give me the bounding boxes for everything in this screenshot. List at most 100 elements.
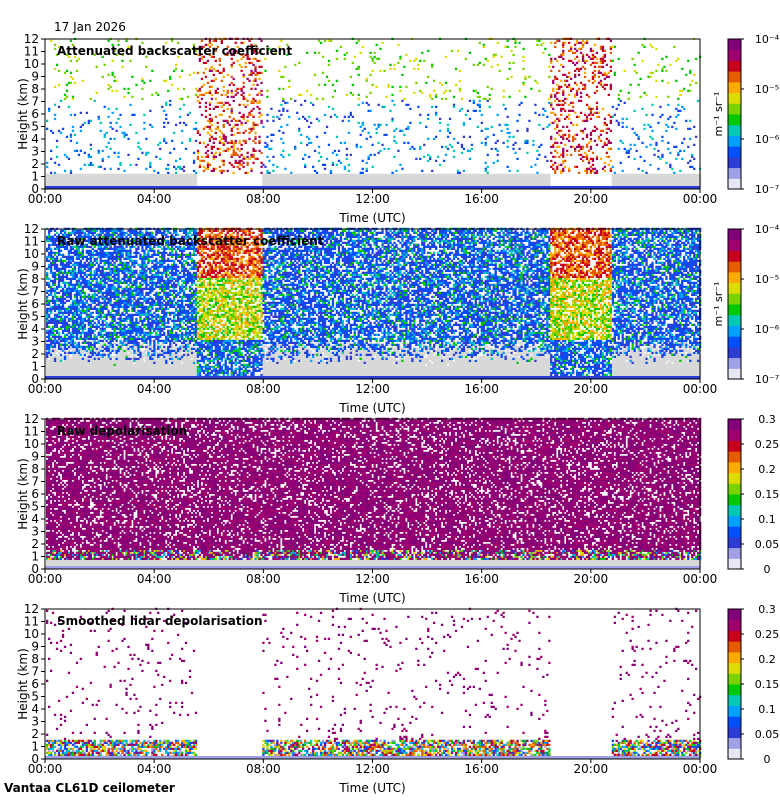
colorbar-segment (728, 39, 741, 51)
colorbar-tick-label: 10⁻⁵ (755, 83, 779, 96)
surface-layer (45, 186, 700, 189)
colorbar-unit-label: m⁻¹ sr⁻¹ (712, 282, 725, 327)
x-axis-label: Time (UTC) (338, 591, 405, 605)
x-tick-label: 16:00 (464, 382, 499, 396)
heatmap-cells-level-7 (46, 739, 702, 758)
colorbar-segment (728, 167, 741, 179)
surface-layer (45, 756, 700, 759)
x-axis-label: Time (UTC) (338, 401, 405, 415)
heatmap-cells-level-3 (46, 99, 694, 174)
colorbar-segment (728, 630, 741, 642)
colorbar-segment (728, 239, 741, 251)
y-tick-label: 11 (24, 425, 39, 439)
colorbar-segment (728, 229, 741, 241)
colorbar-tick-label: 0.15 (755, 678, 780, 691)
surface-layer (45, 376, 700, 379)
x-tick-label: 20:00 (574, 572, 609, 586)
x-tick-label: 04:00 (137, 762, 172, 776)
colorbar-segment (728, 419, 741, 431)
y-tick-label: 0 (31, 372, 39, 386)
y-tick-label: 8 (31, 652, 39, 666)
y-tick-label: 8 (31, 82, 39, 96)
colorbar-segment (728, 71, 741, 83)
colorbar-segment (728, 124, 741, 136)
y-tick-label: 1 (31, 550, 39, 564)
colorbar-segment (728, 60, 741, 72)
heatmap-cells-level-11 (50, 739, 702, 758)
colorbar-segment (728, 748, 741, 760)
colorbar-segment (728, 135, 741, 147)
colorbar-tick-label: 10⁻⁶ (755, 323, 780, 336)
y-tick-label: 12 (24, 32, 39, 46)
y-tick-label: 9 (31, 640, 39, 654)
colorbar-segment (728, 619, 741, 631)
panel-title: Attenuated backscatter coefficient (57, 44, 292, 58)
x-tick-label: 04:00 (137, 572, 172, 586)
y-tick-label: 11 (24, 235, 39, 249)
y-tick-label: 5 (31, 690, 39, 704)
x-tick-label: 04:00 (137, 382, 172, 396)
colorbar-segment (728, 536, 741, 549)
colorbar-tick-label: 0.25 (755, 438, 780, 451)
x-tick-label: 00:00 (683, 762, 718, 776)
colorbar-tick-label: 10⁻⁷ (755, 183, 779, 196)
y-axis-label: Height (km) (16, 78, 30, 149)
colorbar-segment (728, 429, 741, 441)
y-tick-label: 10 (24, 437, 39, 451)
colorbar-frame (727, 228, 742, 380)
x-tick-label: 00:00 (28, 572, 63, 586)
colorbar-segment (728, 49, 741, 61)
x-tick-label: 16:00 (464, 572, 499, 586)
x-tick-label: 00:00 (28, 762, 63, 776)
x-tick-label: 12:00 (355, 192, 390, 206)
colorbar-tick-label: 0.1 (758, 513, 776, 526)
y-tick-label: 1 (31, 170, 39, 184)
heatmap-cells-level-13 (46, 417, 702, 560)
x-axis-label: Time (UTC) (338, 781, 405, 795)
x-tick-label: 20:00 (574, 382, 609, 396)
x-tick-label: 20:00 (574, 192, 609, 206)
colorbar-segment (728, 558, 741, 570)
surface-layer (45, 566, 700, 569)
y-tick-label: 7 (31, 665, 39, 679)
y-tick-label: 9 (31, 260, 39, 274)
colorbar-segment (728, 726, 741, 739)
colorbar-tick-label: 0.3 (758, 413, 776, 426)
y-tick-label: 2 (31, 157, 39, 171)
y-tick-label: 7 (31, 95, 39, 109)
y-axis-label: Height (km) (16, 458, 30, 529)
colorbar-segment (728, 81, 741, 94)
heatmap-cells-level-3 (48, 739, 702, 758)
colorbar-segment (728, 250, 741, 262)
y-tick-label: 2 (31, 727, 39, 741)
y-tick-label: 10 (24, 627, 39, 641)
x-tick-label: 20:00 (574, 762, 609, 776)
heatmap-cells-level-6 (46, 227, 702, 378)
y-axis-label: Height (km) (16, 268, 30, 339)
x-tick-label: 00:00 (28, 382, 63, 396)
y-tick-label: 0 (31, 182, 39, 196)
x-axis-label: Time (UTC) (338, 211, 405, 225)
y-tick-label: 6 (31, 487, 39, 501)
colorbar-segment (728, 515, 741, 527)
y-tick-label: 3 (31, 145, 39, 159)
colorbar-segment (728, 336, 741, 348)
colorbar-segment (728, 694, 741, 706)
y-tick-label: 0 (31, 562, 39, 576)
colorbar-tick-label: 0.05 (755, 538, 780, 551)
colorbar-segment (728, 609, 741, 621)
y-tick-label: 2 (31, 347, 39, 361)
x-tick-label: 00:00 (28, 192, 63, 206)
panel-title: Raw attenuated backscatter coefficient (57, 234, 324, 248)
colorbar-segment (728, 547, 741, 559)
colorbar-segment (728, 293, 741, 305)
x-tick-label: 16:00 (464, 762, 499, 776)
x-tick-label: 08:00 (246, 572, 281, 586)
y-tick-label: 5 (31, 120, 39, 134)
plot-area (45, 609, 700, 759)
colorbar-segment (728, 271, 741, 284)
panel-title: Raw depolarisation (57, 424, 187, 438)
heatmap-cells-level-3 (46, 227, 702, 378)
